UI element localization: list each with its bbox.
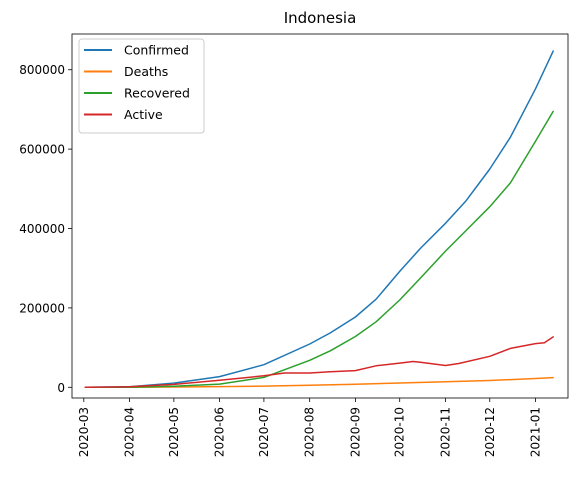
series-lines — [84, 50, 554, 389]
y-tick-label: 600000 — [19, 143, 65, 157]
x-tick-label: 2020-03 — [77, 407, 91, 457]
x-axis: 2020-03 2020-04 2020-05 2020-06 2020-07 2020-… — [77, 398, 543, 457]
y-tick-label: 0 — [57, 381, 65, 395]
y-tick-label: 200000 — [19, 301, 65, 315]
chart-title: Indonesia — [284, 9, 357, 27]
legend-frame — [78, 38, 205, 134]
y-tick-label: 800000 — [19, 63, 65, 77]
x-tick-label: 2020-08 — [303, 407, 317, 457]
series-line-active — [84, 336, 554, 389]
x-tick-label: 2021-01 — [529, 407, 543, 457]
x-tick-label: 2020-09 — [348, 407, 362, 457]
series-line-confirmed — [84, 50, 554, 389]
series-line-recovered — [84, 110, 554, 389]
plot-frame — [71, 33, 569, 399]
legend-label-deaths: Deaths — [124, 64, 168, 79]
x-tick-label: 2020-10 — [393, 407, 407, 457]
x-tick-label: 2020-11 — [438, 407, 452, 457]
x-tick-label: 2020-12 — [483, 407, 497, 457]
legend-label-confirmed: Confirmed — [124, 43, 189, 58]
y-axis: 0 200000 400000 600000 800000 — [19, 63, 72, 395]
legend-label-recovered: Recovered — [124, 86, 190, 101]
y-tick-label: 400000 — [19, 222, 65, 236]
x-tick-label: 2020-06 — [213, 407, 227, 457]
x-tick-label: 2020-04 — [123, 407, 137, 457]
x-tick-label: 2020-07 — [257, 407, 271, 457]
legend: Confirmed Deaths Recovered Active — [78, 38, 205, 134]
x-tick-label: 2020-05 — [167, 407, 181, 457]
legend-label-active: Active — [124, 107, 163, 122]
